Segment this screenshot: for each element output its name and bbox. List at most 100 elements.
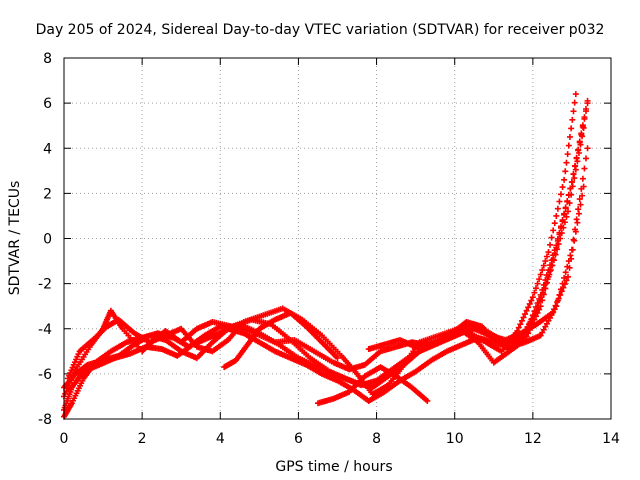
data-point: [539, 297, 546, 304]
data-point: [572, 228, 579, 235]
data-point: [532, 313, 539, 320]
data-point: [556, 231, 563, 238]
data-point: [571, 99, 578, 106]
data-point: [529, 294, 536, 301]
data-point: [567, 185, 574, 192]
data-point: [581, 115, 588, 122]
axis-ticks: 0 2 4 6 8 10 12 14 -8 -6 -4 -2 0 2 4 6 8: [38, 51, 620, 447]
data-point: [579, 192, 586, 199]
data-point: [554, 237, 561, 244]
x-tick-label: 4: [216, 431, 225, 447]
data-point: [525, 330, 532, 337]
data-point: [555, 295, 562, 302]
data-point: [556, 198, 563, 205]
data-point: [572, 91, 579, 98]
y-axis-label: SDTVAR / TECUs: [7, 181, 23, 296]
data-point: [528, 323, 535, 330]
y-tick-label: 8: [43, 51, 52, 67]
data-point: [568, 179, 575, 186]
data-point: [557, 224, 564, 231]
data-point: [574, 219, 581, 226]
data-point: [565, 142, 572, 149]
data-point: [561, 281, 568, 288]
data-point: [563, 277, 570, 284]
data-point: [515, 324, 522, 331]
y-tick-label: 2: [43, 186, 52, 202]
data-point: [578, 131, 585, 138]
x-axis-label: GPS time / hours: [275, 459, 392, 475]
data-point: [537, 303, 544, 310]
data-point: [523, 333, 530, 340]
data-point: [550, 227, 557, 234]
data-point: [565, 273, 572, 280]
data-point: [542, 258, 549, 265]
plot-border: [63, 57, 612, 420]
data-point: [520, 314, 527, 321]
data-point: [554, 205, 561, 212]
y-tick-label: -8: [38, 412, 52, 428]
data-point: [571, 237, 578, 244]
data-point: [558, 288, 565, 295]
data-point: [564, 151, 571, 158]
grid-lines: [64, 58, 611, 419]
data-point: [573, 155, 580, 162]
data-point: [529, 320, 536, 327]
y-tick-label: -4: [38, 322, 52, 338]
series-track-5: [61, 183, 587, 420]
data-point: [522, 337, 529, 344]
data-point: [566, 133, 573, 140]
data-point: [569, 246, 576, 253]
data-point: [424, 397, 431, 404]
data-point: [550, 256, 557, 263]
data-point: [551, 250, 558, 257]
data-point: [559, 184, 566, 191]
data-point: [566, 264, 573, 271]
data-point: [545, 273, 552, 280]
data-point: [540, 291, 547, 298]
data-point: [537, 271, 544, 278]
data-point: [548, 234, 555, 241]
data-point: [568, 255, 575, 262]
data-point: [547, 267, 554, 274]
data-point: [559, 218, 566, 225]
data-point: [522, 311, 529, 318]
data-point: [547, 241, 554, 248]
series-track-8: [365, 100, 591, 366]
data-point: [579, 175, 586, 182]
data-point: [554, 299, 561, 306]
data-point: [569, 116, 576, 123]
data-point: [561, 211, 568, 218]
data-point: [545, 249, 552, 256]
data-point: [531, 289, 538, 296]
data-point: [526, 326, 533, 333]
y-tick-label: 4: [43, 141, 52, 157]
data-point: [536, 306, 543, 313]
series-track-6: [221, 309, 341, 371]
y-tick-label: 0: [43, 232, 52, 248]
data-point: [557, 191, 564, 198]
x-tick-label: 14: [602, 431, 620, 447]
data-point: [576, 139, 583, 146]
y-tick-label: 6: [43, 96, 52, 112]
data-point: [526, 300, 533, 307]
data-point: [560, 284, 567, 291]
data-point: [563, 159, 570, 166]
data-point: [572, 163, 579, 170]
data-point: [581, 165, 588, 172]
data-point: [536, 276, 543, 283]
data-point: [565, 192, 572, 199]
data-point: [584, 145, 591, 152]
data-point: [570, 171, 577, 178]
data-point: [582, 108, 589, 115]
data-point: [523, 307, 530, 314]
data-point: [548, 262, 555, 269]
y-tick-label: -6: [38, 367, 52, 383]
data-point: [543, 279, 550, 286]
data-point: [551, 220, 558, 227]
data-point: [532, 285, 539, 292]
data-point: [568, 125, 575, 132]
data-point: [575, 210, 582, 217]
data-point: [553, 244, 560, 251]
data-point: [334, 355, 341, 362]
